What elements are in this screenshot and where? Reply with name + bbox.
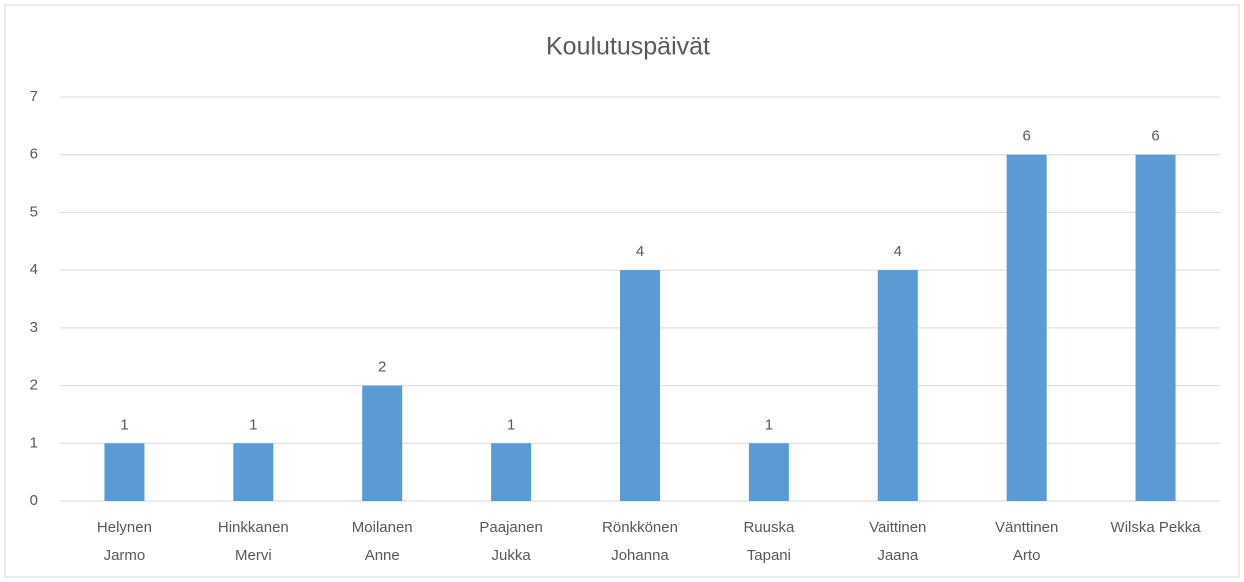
bar [233, 443, 274, 501]
x-tick-label: Vänttinen [995, 519, 1058, 536]
x-tick-label: Anne [365, 547, 400, 564]
y-tick-label: 3 [30, 319, 38, 336]
x-tick-label: Arto [1013, 547, 1041, 564]
x-tick-label: Jaana [877, 547, 919, 564]
x-tick-label: Helynen [97, 519, 152, 536]
bar [1006, 154, 1047, 501]
x-tick-label: Vaittinen [869, 519, 926, 536]
data-label: 1 [120, 416, 128, 433]
x-tick-label: Jukka [492, 547, 532, 564]
y-tick-label: 2 [30, 377, 38, 394]
data-label: 1 [249, 416, 257, 433]
data-label: 6 [1022, 128, 1030, 145]
x-tick-label: Moilanen [352, 519, 413, 536]
y-tick-label: 5 [30, 203, 38, 220]
data-label: 1 [765, 416, 773, 433]
x-tick-label: Johanna [611, 547, 669, 564]
bar [1135, 154, 1176, 501]
y-tick-label: 4 [30, 261, 38, 278]
data-label: 2 [378, 359, 386, 376]
bar [877, 270, 918, 501]
x-tick-label: Hinkkanen [218, 519, 289, 536]
x-tick-label: Ruuska [743, 519, 795, 536]
bar [362, 385, 403, 501]
bar [104, 443, 145, 501]
y-tick-label: 6 [30, 146, 38, 163]
bar [748, 443, 789, 501]
chart-title: Koulutuspäivät [546, 33, 710, 61]
bar [491, 443, 532, 501]
y-tick-label: 7 [30, 88, 38, 105]
y-tick-label: 0 [30, 492, 38, 509]
data-label: 4 [894, 243, 902, 260]
data-label: 4 [636, 243, 644, 260]
y-tick-label: 1 [30, 434, 38, 451]
x-tick-label: Paajanen [479, 519, 542, 536]
x-tick-label: Tapani [747, 547, 791, 564]
data-label: 6 [1151, 128, 1159, 145]
x-tick-label: Jarmo [104, 547, 146, 564]
x-tick-label: Rönkkönen [602, 519, 678, 536]
x-tick-label: Wilska Pekka [1111, 519, 1202, 536]
x-tick-label: Mervi [235, 547, 272, 564]
bar [620, 270, 660, 501]
data-label: 1 [507, 416, 515, 433]
